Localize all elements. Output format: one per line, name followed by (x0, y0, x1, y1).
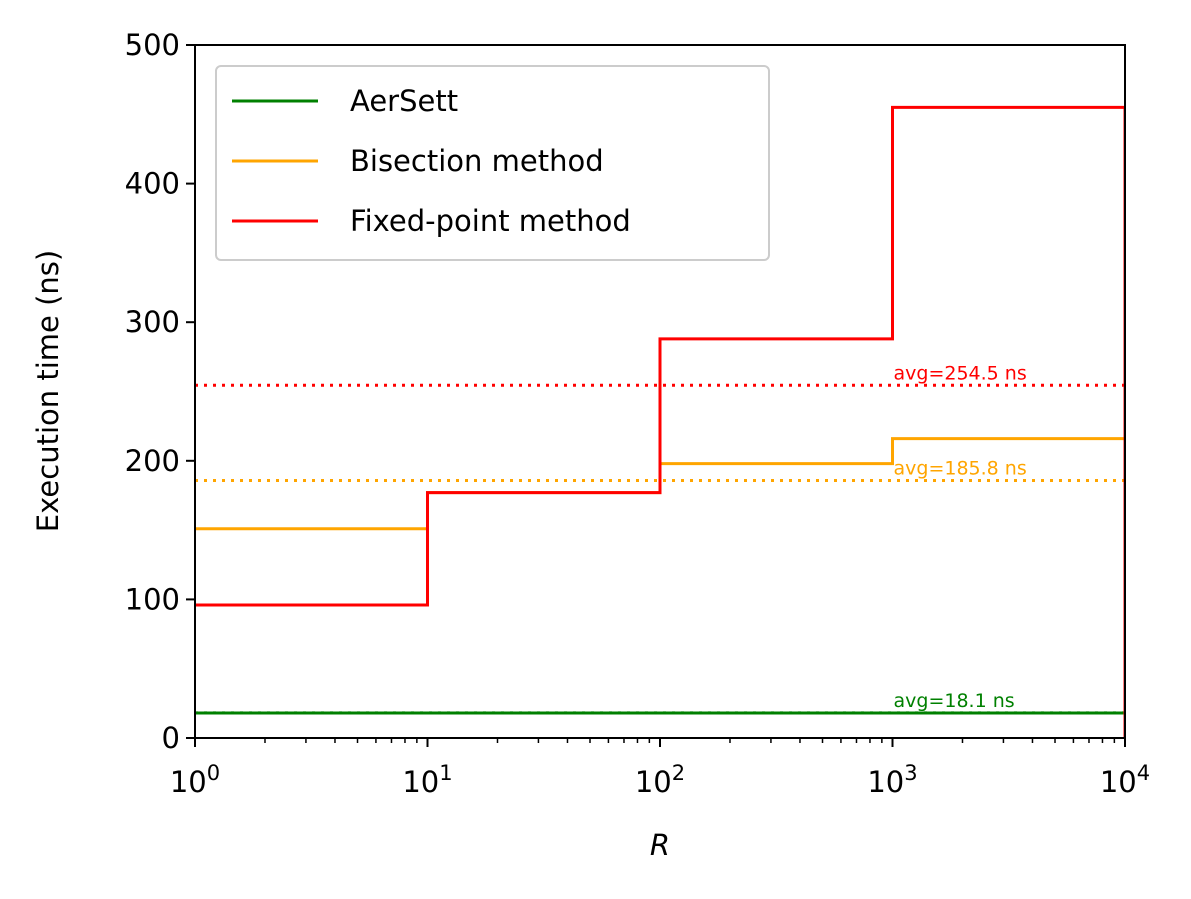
y-tick-label: 100 (125, 582, 180, 616)
y-tick-label: 400 (125, 167, 180, 201)
legend-box (215, 65, 770, 261)
x-tick-label: 101 (402, 761, 452, 799)
legend-label-2: Fixed-point method (350, 204, 631, 238)
x-tick-label: 100 (170, 761, 220, 799)
y-tick-label: 500 (125, 28, 180, 62)
y-axis-label: Execution time (ns) (31, 250, 65, 532)
y-tick-label: 300 (125, 305, 180, 339)
x-tick-label: 102 (635, 761, 685, 799)
series-line-2 (195, 105, 1125, 738)
x-tick-label: 103 (867, 761, 917, 799)
series-line-0 (195, 711, 1125, 738)
x-tick-label: 104 (1100, 761, 1150, 799)
legend-label-0: AerSett (350, 84, 458, 118)
avg-label-2: avg=254.5 ns (894, 362, 1027, 384)
y-tick-label: 0 (162, 721, 180, 755)
x-axis-label: R (650, 828, 670, 862)
avg-label-1: avg=185.8 ns (894, 457, 1027, 479)
avg-label-0: avg=18.1 ns (894, 690, 1015, 712)
y-tick-label: 200 (125, 444, 180, 478)
legend-label-1: Bisection method (350, 144, 604, 178)
legend: AerSett Bisection method Fixed-point metho… (215, 65, 770, 261)
